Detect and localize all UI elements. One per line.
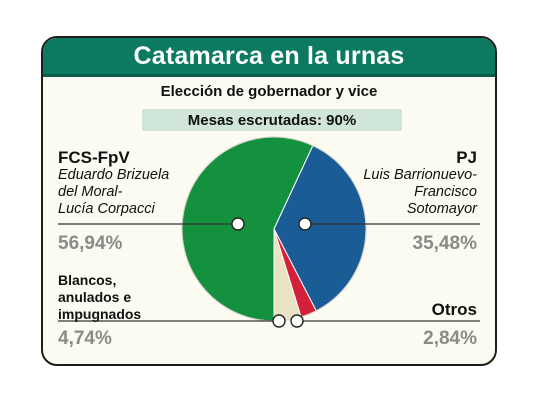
pj-party-label: PJ — [456, 148, 477, 167]
pj-percentage: 35,48% — [412, 233, 477, 254]
fcs-candidate-line-1: Eduardo Brizuela — [58, 167, 170, 183]
pie-slices — [181, 136, 367, 322]
fcs-percentage: 56,94% — [58, 233, 123, 254]
fcs-leader-dot — [231, 217, 245, 231]
fcs-candidate-line-2: del Moral- — [58, 184, 123, 200]
pj-candidate-line-1: Luis Barrionuevo- — [363, 167, 477, 183]
pj-candidate-line-3: Sotomayor — [406, 201, 477, 217]
pj-candidate-line-2: Francisco — [414, 184, 477, 200]
infographic-card: Catamarca en la urnas Elección de gobern… — [41, 36, 497, 366]
leader-lines — [58, 217, 480, 328]
otros-label: Otros — [431, 300, 477, 319]
title-bar: Catamarca en la urnas — [43, 38, 495, 77]
otros-leader-dot — [290, 314, 304, 328]
otros-percentage: 2,84% — [423, 328, 477, 349]
pie-chart — [58, 136, 480, 328]
page-title: Catamarca en la urnas — [133, 41, 405, 70]
fcs-candidate-line-3: Lucía Corpacci — [58, 201, 155, 217]
pj-leader-dot — [298, 217, 312, 231]
blancos-leader-dot — [272, 314, 286, 328]
chart-subtitle: Elección de gobernador y vice — [160, 83, 378, 100]
blancos-label-line-1: Blancos, — [58, 272, 117, 288]
blancos-percentage: 4,74% — [58, 328, 112, 349]
blancos-label-line-3: impugnados — [58, 306, 142, 322]
mesas-escrutadas-badge: Mesas escrutadas: 90% — [142, 109, 402, 131]
fcs-party-label: FCS-FpV — [58, 148, 130, 167]
blancos-label-line-2: anulados e — [58, 289, 132, 305]
